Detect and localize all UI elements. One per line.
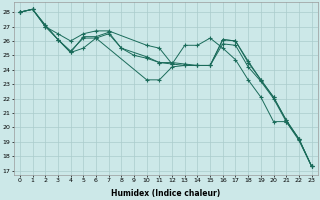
X-axis label: Humidex (Indice chaleur): Humidex (Indice chaleur) bbox=[111, 189, 220, 198]
